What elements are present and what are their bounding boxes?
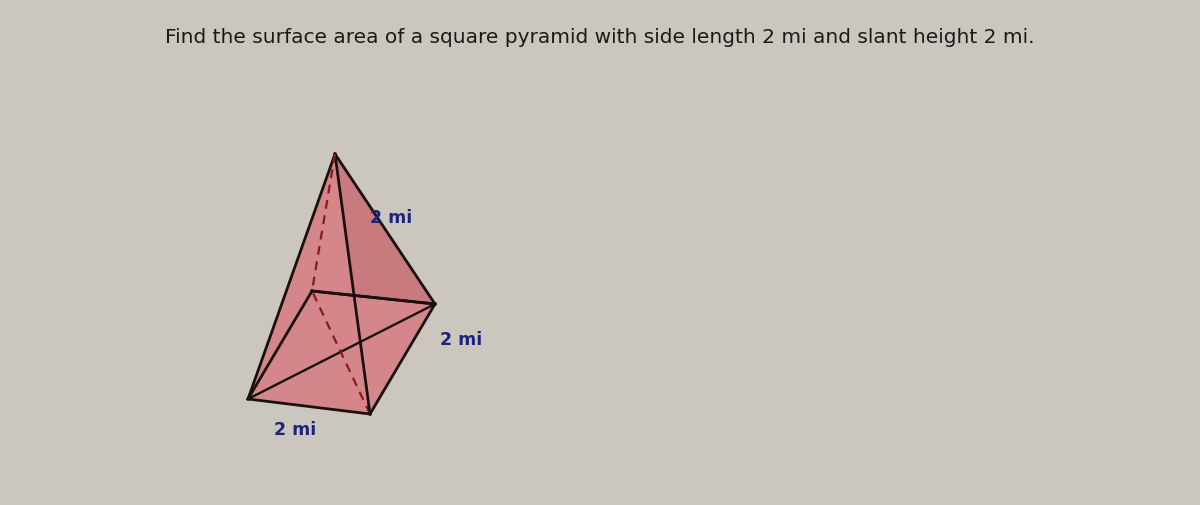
Text: Find the surface area of a square pyramid with side length 2 mi and slant height: Find the surface area of a square pyrami… (166, 28, 1034, 47)
Polygon shape (335, 155, 436, 414)
Text: 2 mi: 2 mi (440, 330, 482, 348)
Text: 2 mi: 2 mi (370, 209, 413, 227)
Polygon shape (312, 155, 436, 305)
Text: 2 mi: 2 mi (274, 420, 316, 438)
Polygon shape (248, 155, 370, 414)
Polygon shape (248, 155, 335, 399)
Polygon shape (248, 291, 436, 414)
